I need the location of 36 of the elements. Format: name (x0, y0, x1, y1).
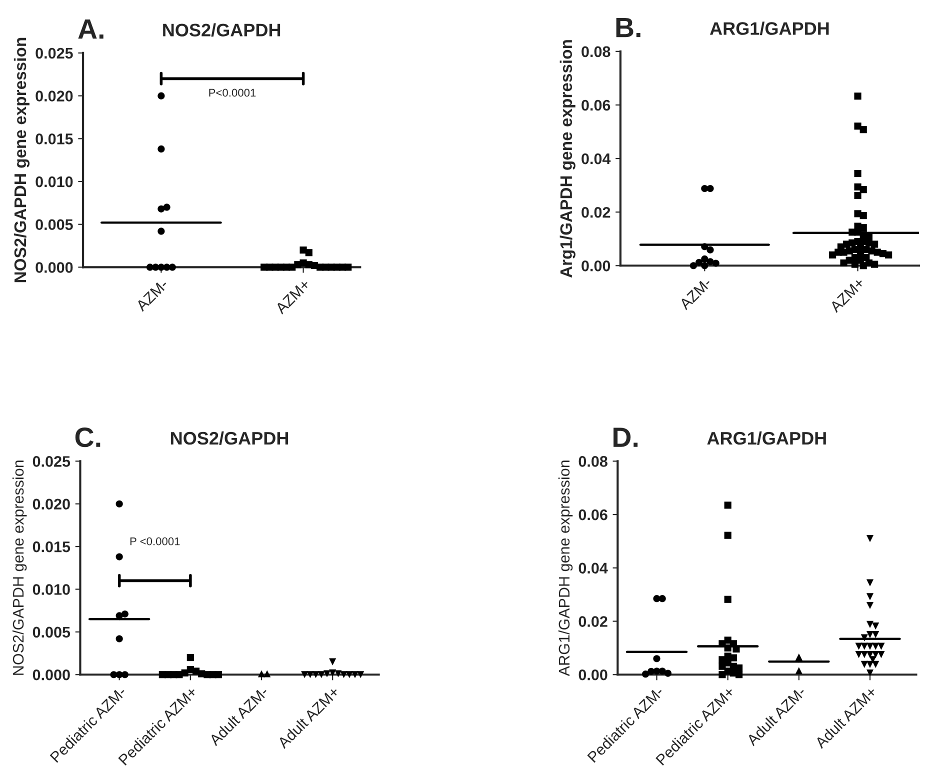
y-tick-label: 0.020 (36, 90, 73, 102)
chart-title: ARG1/GAPDH (710, 22, 829, 36)
chart-title: NOS2/GAPDH (163, 23, 280, 37)
chart-title: ARG1/GAPDH (707, 431, 826, 445)
y-axis-title: NOS2/GAPDH gene expression (14, 38, 30, 282)
y-tick-label: 0.02 (582, 206, 610, 218)
text: A. (78, 20, 104, 39)
y-tick-label: 0.025 (32, 456, 70, 467)
text: B. (616, 18, 640, 38)
y-axis-title: Arg1/GAPDH gene expression (560, 40, 576, 278)
y-tick-label: 0.015 (36, 134, 73, 144)
y-tick-label: 0.08 (582, 46, 610, 58)
y-tick-label: 0.06 (578, 509, 608, 520)
y-axis-title: ARG1/GAPDH gene expression (558, 460, 573, 676)
y-tick-label: 0.010 (32, 584, 70, 595)
y-tick-label: 0.010 (36, 176, 73, 188)
chart-title: NOS2/GAPDH (171, 431, 288, 445)
y-tick-label: 0.015 (32, 541, 70, 552)
text: D. (614, 428, 638, 447)
y-tick-label: 0.00 (578, 669, 608, 680)
annotation: P <0.0001 (130, 537, 180, 546)
y-tick-label: 0.04 (578, 562, 608, 574)
y-tick-label: 0.005 (32, 626, 70, 638)
y-axis-title: NOS2/GAPDH gene expression (12, 460, 27, 675)
y-tick-label: 0.000 (32, 669, 70, 680)
y-tick-label: 0.06 (582, 100, 610, 111)
y-tick-label: 0.02 (578, 616, 608, 627)
y-tick-label: 0.00 (582, 260, 610, 272)
y-tick-label: 0.04 (582, 153, 611, 164)
y-tick-label: 0.025 (36, 48, 73, 59)
y-tick-label: 0.08 (578, 456, 608, 467)
y-tick-label: 0.020 (32, 498, 70, 510)
annotation: P<0.0001 (209, 88, 256, 97)
y-tick-label: 0.005 (36, 219, 73, 230)
text: C. (75, 427, 100, 448)
y-tick-label: 0.000 (36, 262, 73, 273)
